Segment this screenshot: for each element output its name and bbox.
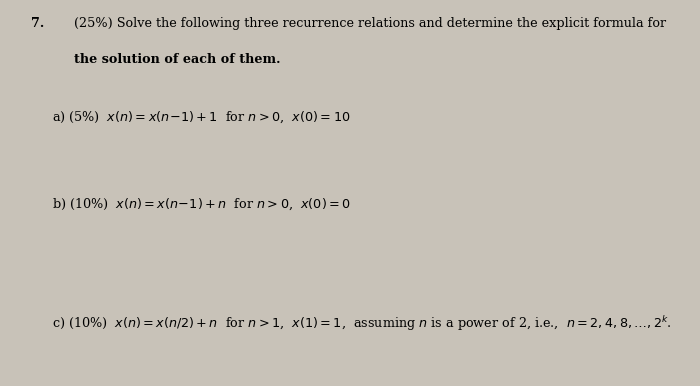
Text: the solution of each of them.: the solution of each of them.: [74, 53, 280, 66]
Text: a) (5%)  $x(n) = x(n\!-\!1) + 1$  for $n > 0$,  $x(0) = 10$: a) (5%) $x(n) = x(n\!-\!1) + 1$ for $n >…: [52, 110, 351, 125]
Text: b) (10%)  $x(n) = x(n\!-\!1) + n$  for $n > 0$,  $x(0) = 0$: b) (10%) $x(n) = x(n\!-\!1) + n$ for $n …: [52, 197, 351, 212]
Text: 7.: 7.: [32, 17, 45, 30]
Text: (25%) Solve the following three recurrence relations and determine the explicit : (25%) Solve the following three recurren…: [74, 17, 666, 30]
Text: c) (10%)  $x(n) = x(n/2) + n$  for $n > 1$,  $x(1) = 1$,  assuming $n$ is a powe: c) (10%) $x(n) = x(n/2) + n$ for $n > 1$…: [52, 315, 672, 334]
